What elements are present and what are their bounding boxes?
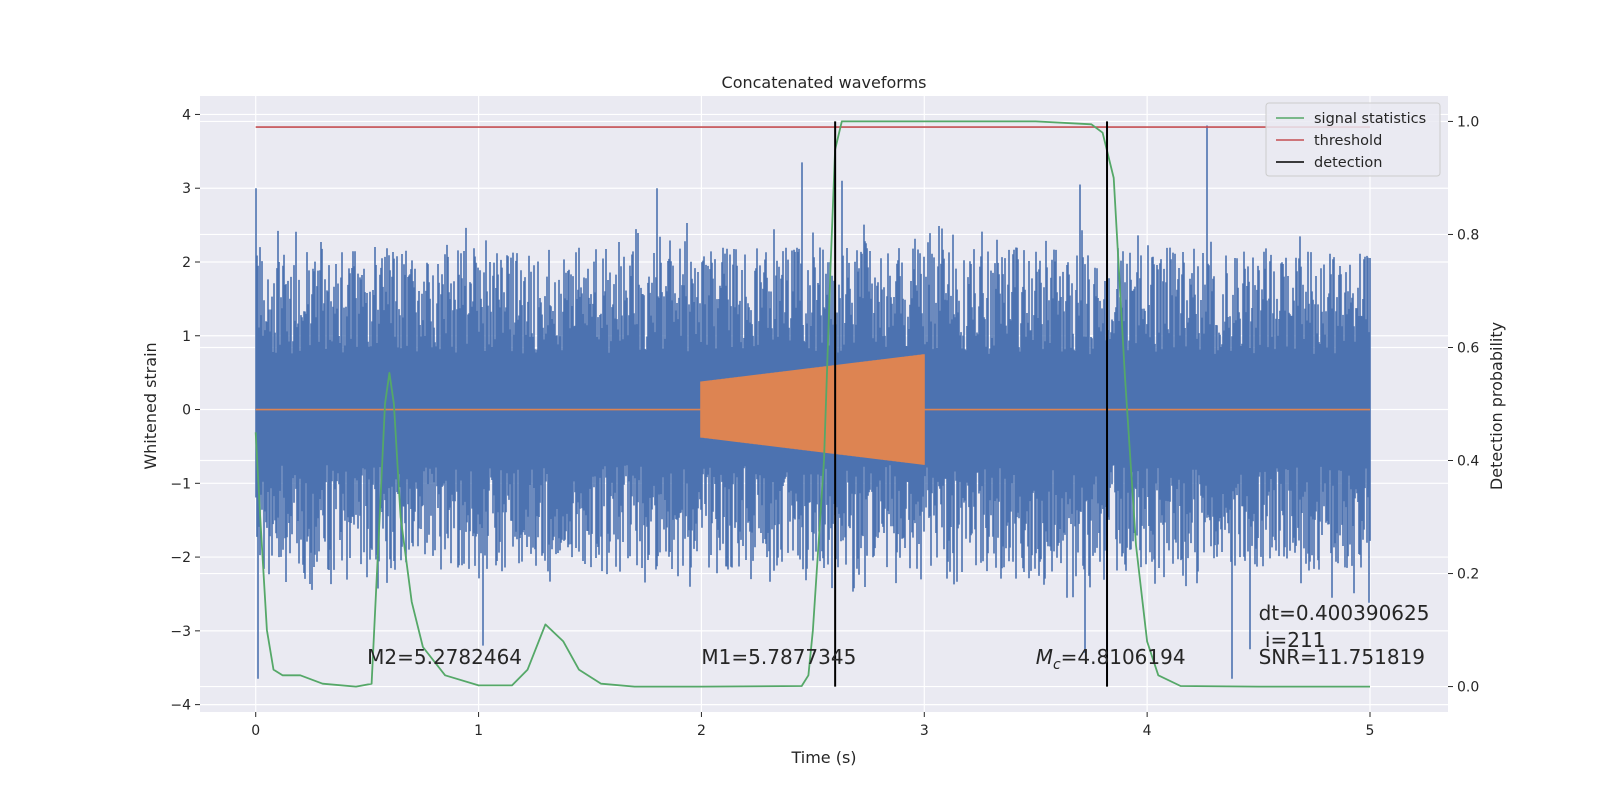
x-tick-label: 3 bbox=[920, 723, 929, 739]
y-tick-label: −4 bbox=[170, 698, 191, 714]
annotation-mc-subscript: c bbox=[1053, 657, 1061, 673]
annotations: M2=5.2782464 M1=5.7877345 Mc=4.8106194 d… bbox=[367, 601, 1429, 673]
y-tick-label: 1 bbox=[182, 329, 191, 345]
y-right-tick-label: 1.0 bbox=[1457, 114, 1479, 130]
y-tick-label: 0 bbox=[182, 403, 191, 419]
x-tick-label: 4 bbox=[1143, 723, 1152, 739]
y-right-tick-label: 0.8 bbox=[1457, 227, 1479, 243]
y-right-tick-label: 0.4 bbox=[1457, 454, 1479, 470]
annotation-mc-symbol: M bbox=[1036, 645, 1053, 669]
x-tick-label: 5 bbox=[1366, 723, 1375, 739]
annotation-index: i=211 bbox=[1259, 628, 1326, 652]
annotation-mc-value: =4.8106194 bbox=[1061, 645, 1186, 669]
y-tick-label: 2 bbox=[182, 255, 191, 271]
legend: signal statistics threshold detection bbox=[1265, 102, 1441, 177]
annotation-m1: M1=5.7877345 bbox=[701, 645, 856, 669]
x-tick-label: 2 bbox=[697, 723, 706, 739]
legend-label-threshold: threshold bbox=[1314, 133, 1382, 149]
annotation-mc: Mc=4.8106194 bbox=[1036, 645, 1186, 673]
annotation-m2: M2=5.2782464 bbox=[367, 645, 522, 669]
plot-content bbox=[254, 120, 1371, 688]
y-right-tick-label: 0.0 bbox=[1457, 680, 1479, 696]
y-right-axis-label: Detection probability bbox=[1487, 322, 1506, 490]
y-tick-label: −1 bbox=[170, 476, 191, 492]
chart-title: Concatenated waveforms bbox=[722, 73, 927, 92]
x-axis-label: Time (s) bbox=[790, 748, 856, 767]
y-axis-label: Whitened strain bbox=[141, 342, 160, 469]
x-tick-label: 1 bbox=[474, 723, 483, 739]
y-tick-label: −2 bbox=[170, 550, 191, 566]
x-tick-label: 0 bbox=[251, 723, 260, 739]
ticks: 0 1 2 3 4 5 −4 −3 −2 −1 0 1 2 3 4 0.0 0.2 0.4 0.6 0.8 1.0 bbox=[170, 107, 1479, 739]
legend-box bbox=[1265, 102, 1441, 177]
y-tick-label: −3 bbox=[170, 624, 191, 640]
y-tick-label: 4 bbox=[182, 107, 191, 123]
y-right-tick-label: 0.6 bbox=[1457, 340, 1479, 356]
annotation-snr: SNR=11.751819 bbox=[1259, 645, 1425, 669]
legend-label-detection: detection bbox=[1314, 155, 1382, 171]
signal-statistics-line bbox=[254, 120, 1370, 688]
y-tick-label: 3 bbox=[182, 181, 191, 197]
legend-label-signal-statistics: signal statistics bbox=[1314, 111, 1426, 127]
y-right-tick-label: 0.2 bbox=[1457, 567, 1479, 583]
annotation-dt: dt=0.400390625 bbox=[1259, 601, 1430, 625]
